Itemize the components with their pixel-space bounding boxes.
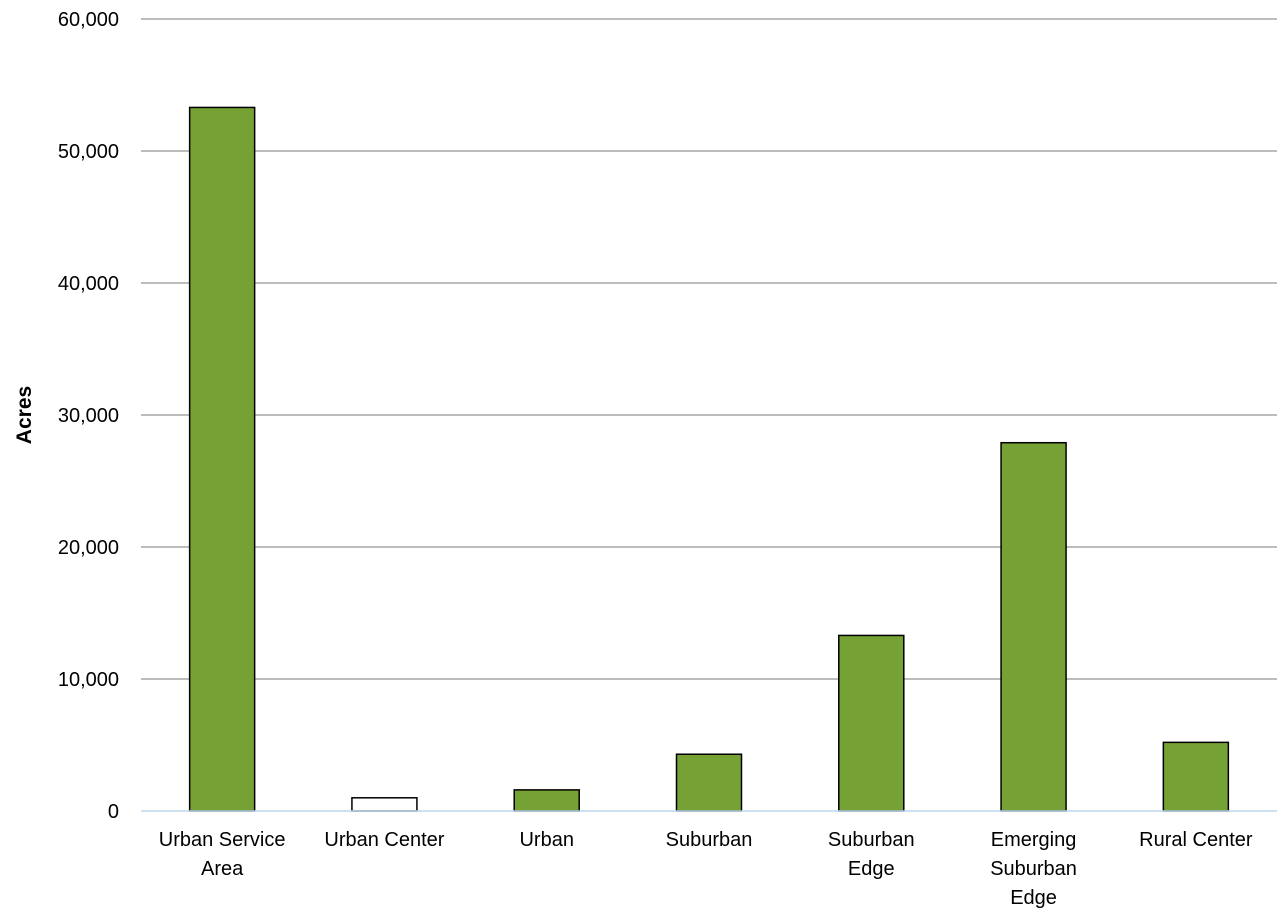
y-axis-title: Acres <box>13 386 36 444</box>
bar <box>1000 441 1067 812</box>
x-tick-label: Suburban <box>666 829 753 851</box>
x-axis-tick-labels: Urban Service Area Urban Center Urban Suburb… <box>159 829 1253 909</box>
bar <box>1162 741 1230 812</box>
bar <box>838 634 905 812</box>
y-tick-label: 20,000 <box>58 537 119 559</box>
y-tick-label: 60,000 <box>58 9 119 31</box>
x-tick-label: Urban Service Area <box>159 829 286 880</box>
bar <box>188 106 256 812</box>
x-tick-label: Suburban Edge <box>828 829 915 880</box>
x-tick-label: Emerging Suburban Edge <box>990 829 1077 909</box>
y-tick-label: 10,000 <box>58 669 119 691</box>
y-tick-label: 50,000 <box>58 141 119 163</box>
y-tick-label: 0 <box>108 801 119 823</box>
gridlines <box>141 18 1277 680</box>
y-axis-tick-labels: 0 10,000 20,000 30,000 40,000 50,000 60,000 <box>58 9 119 823</box>
x-tick-label: Urban <box>519 829 573 851</box>
bar <box>675 753 743 812</box>
bar <box>513 789 580 812</box>
y-tick-label: 30,000 <box>58 405 119 427</box>
y-tick-label: 40,000 <box>58 273 119 295</box>
bar <box>351 797 418 812</box>
x-tick-label: Rural Center <box>1139 829 1253 851</box>
x-tick-label: Urban Center <box>324 829 444 851</box>
bars <box>188 106 1230 812</box>
